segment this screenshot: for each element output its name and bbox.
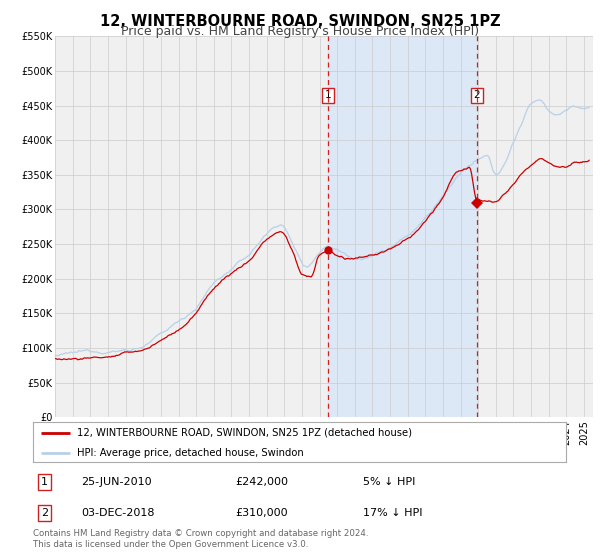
Text: 1: 1 bbox=[41, 477, 48, 487]
Text: Price paid vs. HM Land Registry's House Price Index (HPI): Price paid vs. HM Land Registry's House … bbox=[121, 25, 479, 38]
Text: 12, WINTERBOURNE ROAD, SWINDON, SN25 1PZ (detached house): 12, WINTERBOURNE ROAD, SWINDON, SN25 1PZ… bbox=[77, 428, 412, 438]
Text: This data is licensed under the Open Government Licence v3.0.: This data is licensed under the Open Gov… bbox=[33, 540, 308, 549]
Text: 12, WINTERBOURNE ROAD, SWINDON, SN25 1PZ: 12, WINTERBOURNE ROAD, SWINDON, SN25 1PZ bbox=[100, 14, 500, 29]
Bar bbox=[328, 36, 477, 417]
Text: HPI: Average price, detached house, Swindon: HPI: Average price, detached house, Swin… bbox=[77, 448, 304, 458]
Text: Contains HM Land Registry data © Crown copyright and database right 2024.: Contains HM Land Registry data © Crown c… bbox=[33, 529, 368, 538]
Text: £310,000: £310,000 bbox=[235, 508, 288, 518]
Text: £242,000: £242,000 bbox=[235, 477, 289, 487]
Text: 2: 2 bbox=[473, 90, 480, 100]
Text: 1: 1 bbox=[325, 90, 332, 100]
Text: 25-JUN-2010: 25-JUN-2010 bbox=[81, 477, 152, 487]
Text: 5% ↓ HPI: 5% ↓ HPI bbox=[364, 477, 416, 487]
Text: 03-DEC-2018: 03-DEC-2018 bbox=[81, 508, 154, 518]
Text: 17% ↓ HPI: 17% ↓ HPI bbox=[364, 508, 423, 518]
Text: 2: 2 bbox=[41, 508, 48, 518]
